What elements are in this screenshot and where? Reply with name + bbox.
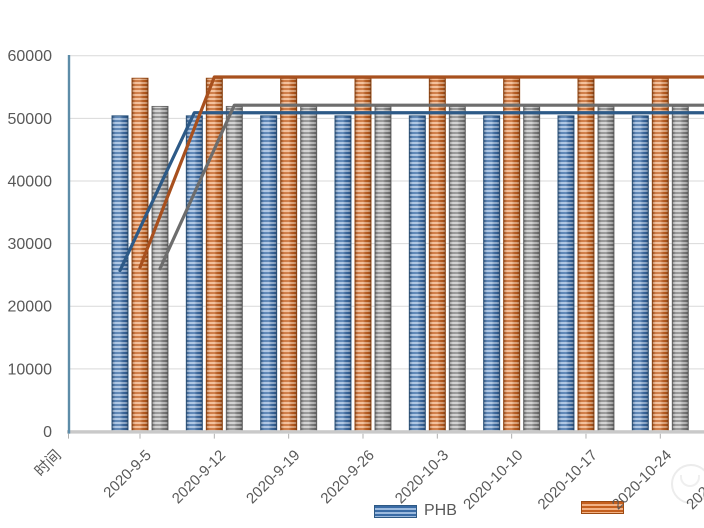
bar-shading: [503, 78, 520, 432]
x-tick-label: 2020-10-17: [535, 447, 601, 513]
bar-shading: [300, 106, 317, 432]
legend-swatch-blue: [374, 504, 417, 518]
watermark-circle-icon: [671, 464, 704, 504]
y-tick-label: 60000: [8, 48, 53, 65]
legend-label: PHB: [424, 502, 457, 519]
bar-shading: [226, 106, 243, 432]
legend-item-phb: PHB: [374, 501, 457, 521]
bar-shading: [374, 106, 391, 432]
x-tick-label: 2020-9-19: [243, 447, 303, 507]
x-tick-label: 2020-9-26: [317, 447, 377, 507]
bar-shading: [652, 78, 669, 432]
bar-shading: [206, 78, 223, 432]
bar-shading: [409, 115, 426, 432]
x-axis-line: [67, 430, 704, 434]
line-series: [118, 111, 704, 273]
bar-shading: [354, 78, 371, 432]
y-tick-label: 40000: [8, 173, 53, 190]
bar-shading: [577, 78, 594, 432]
bar-shading: [132, 78, 148, 432]
x-tick-label: 2020-9-12: [169, 447, 229, 507]
bar-shading: [523, 106, 540, 432]
y-tick-label: 30000: [8, 236, 53, 253]
bar-shading: [632, 115, 649, 432]
bar-shading: [483, 115, 500, 432]
y-tick-label: 20000: [8, 299, 53, 316]
bar-shading: [112, 115, 128, 432]
legend-swatch-orange: [581, 501, 624, 514]
y-tick-label: 50000: [8, 111, 53, 128]
y-tick-label: 10000: [8, 361, 53, 378]
y-tick-label: 0: [43, 424, 52, 441]
bar-shading: [449, 106, 466, 432]
bar-shading: [334, 115, 351, 432]
x-tick-label: 2020-10-3: [392, 447, 452, 507]
x-tick-label: 2020-10-10: [460, 447, 526, 513]
bar-shading: [186, 115, 203, 432]
x-axis-title: 时间: [32, 447, 65, 480]
bar-shading: [557, 115, 574, 432]
x-tick-label: 2020-10-24: [609, 447, 675, 513]
bar-shading: [429, 78, 446, 432]
bar-shading: [260, 115, 277, 432]
x-tick-label: 2020-10-31: [683, 447, 704, 513]
bar-shading: [280, 78, 297, 432]
x-tick-label: 2020-9-5: [100, 447, 154, 501]
bar-shading: [597, 106, 614, 432]
line-series: [158, 103, 704, 271]
bar-shading: [672, 106, 689, 432]
line-series: [138, 75, 704, 270]
legend-item-orange: [581, 501, 631, 514]
